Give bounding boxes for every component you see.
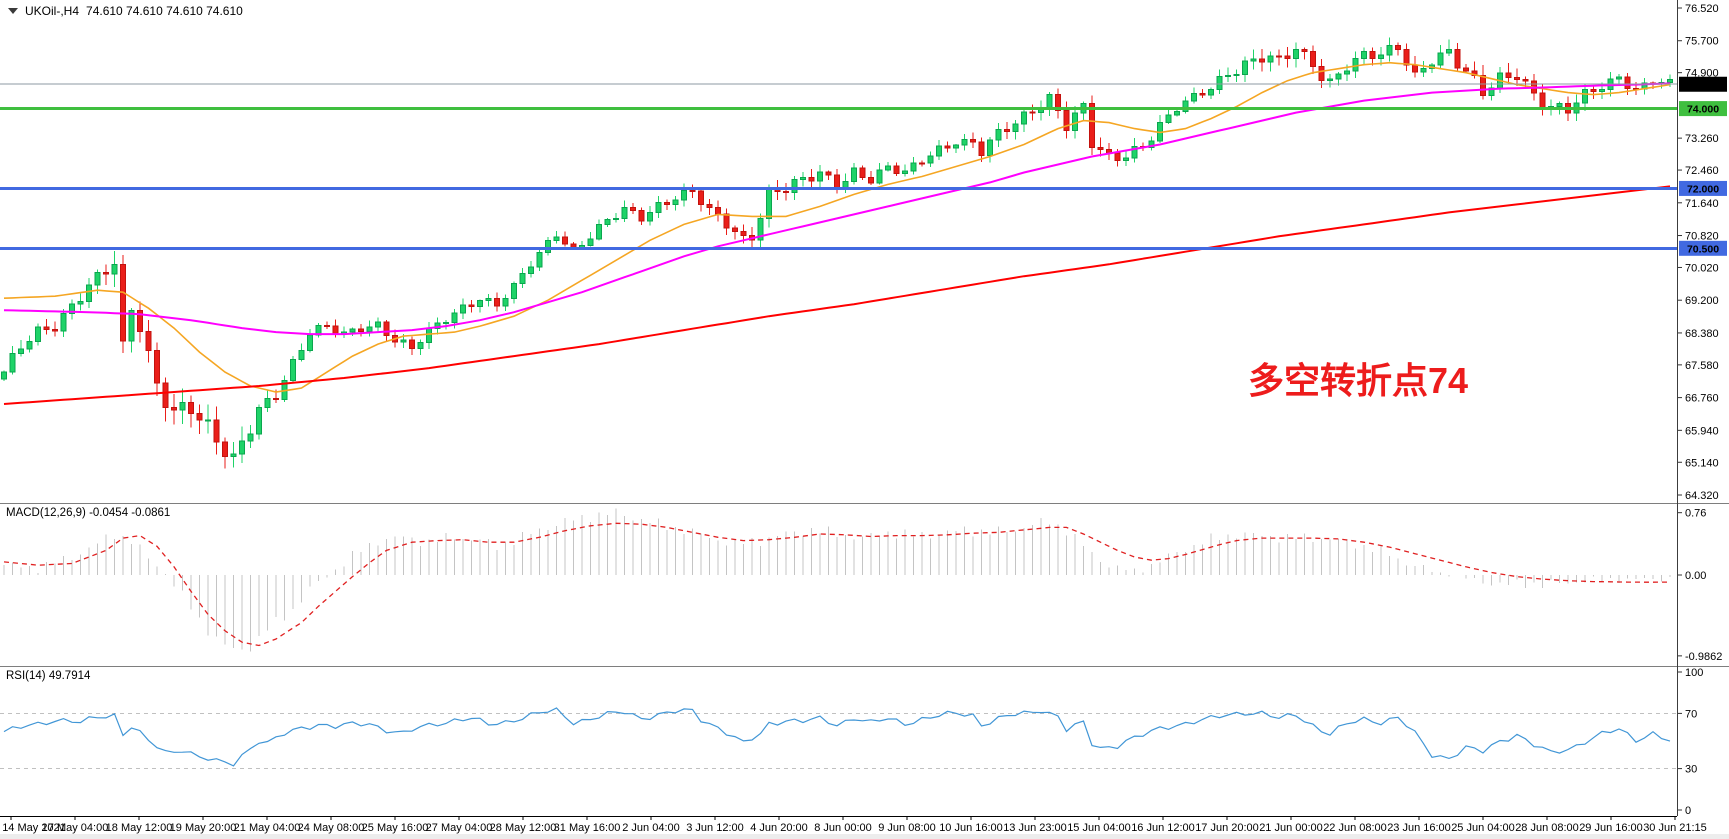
panel-separator-macd[interactable] — [0, 503, 1729, 504]
svg-text:70.020: 70.020 — [1685, 262, 1719, 274]
svg-text:10 Jun 16:00: 10 Jun 16:00 — [939, 822, 1003, 834]
svg-text:66.760: 66.760 — [1685, 393, 1719, 405]
time-scale-area[interactable] — [0, 817, 1677, 833]
svg-text:72.460: 72.460 — [1685, 165, 1719, 177]
svg-text:19 May 20:00: 19 May 20:00 — [170, 822, 237, 834]
svg-text:29 Jun 16:00: 29 Jun 16:00 — [1579, 822, 1643, 834]
svg-text:0.00: 0.00 — [1685, 570, 1706, 582]
svg-text:68.380: 68.380 — [1685, 328, 1719, 340]
svg-text:17 Jun 20:00: 17 Jun 20:00 — [1195, 822, 1259, 834]
svg-text:25 Jun 04:00: 25 Jun 04:00 — [1451, 822, 1515, 834]
svg-text:74.000: 74.000 — [1687, 104, 1719, 116]
svg-text:4 Jun 20:00: 4 Jun 20:00 — [750, 822, 808, 834]
rsi-label: RSI(14) 49.7914 — [6, 670, 91, 682]
svg-text:28 May 12:00: 28 May 12:00 — [490, 822, 557, 834]
svg-text:0: 0 — [1685, 805, 1691, 816]
svg-text:2 Jun 04:00: 2 Jun 04:00 — [622, 822, 680, 834]
price-scale-area[interactable] — [1678, 0, 1729, 816]
svg-text:17 May 04:00: 17 May 04:00 — [42, 822, 109, 834]
svg-text:28 Jun 08:00: 28 Jun 08:00 — [1515, 822, 1579, 834]
panel-separator-rsi[interactable] — [0, 666, 1729, 667]
svg-text:14 May 2021: 14 May 2021 — [2, 822, 66, 834]
svg-text:23 Jun 16:00: 23 Jun 16:00 — [1387, 822, 1451, 834]
svg-text:8 Jun 00:00: 8 Jun 00:00 — [814, 822, 872, 834]
symbol-title-bar: UKOil-,H4 74.610 74.610 74.610 74.610 — [8, 4, 243, 18]
svg-text:72.000: 72.000 — [1687, 183, 1719, 195]
svg-text:74.900: 74.900 — [1685, 68, 1719, 80]
svg-text:30: 30 — [1685, 764, 1697, 776]
svg-text:22 Jun 08:00: 22 Jun 08:00 — [1323, 822, 1387, 834]
macd-label: MACD(12,26,9) -0.0454 -0.0861 — [6, 507, 171, 519]
svg-text:18 May 12:00: 18 May 12:00 — [106, 822, 173, 834]
svg-text:65.940: 65.940 — [1685, 425, 1719, 437]
svg-text:24 May 08:00: 24 May 08:00 — [298, 822, 365, 834]
svg-text:67.580: 67.580 — [1685, 360, 1719, 372]
main-price-chart[interactable]: 76.520 75.700 74.900 73.260 72.460 71.640 70.8… — [0, 0, 1729, 504]
chart-annotation-text: 多空转折点74 — [1248, 360, 1469, 401]
svg-text:16 Jun 12:00: 16 Jun 12:00 — [1131, 822, 1195, 834]
price-axis-line — [1677, 0, 1678, 816]
svg-text:31 May 16:00: 31 May 16:00 — [554, 822, 621, 834]
svg-text:3 Jun 12:00: 3 Jun 12:00 — [686, 822, 744, 834]
ohlc-quotes-label: 74.610 74.610 74.610 74.610 — [86, 4, 243, 18]
macd-indicator-panel[interactable]: 0.76 0.00 -0.9862 — [0, 504, 1729, 666]
svg-text:27 May 04:00: 27 May 04:00 — [426, 822, 493, 834]
collapse-chevron-icon[interactable] — [8, 8, 18, 14]
rsi-indicator-panel[interactable]: 100 70 30 0 — [0, 667, 1729, 816]
svg-text:21 Jun 00:00: 21 Jun 00:00 — [1259, 822, 1323, 834]
svg-text:0.76: 0.76 — [1685, 508, 1706, 520]
svg-text:74.610: 74.610 — [1687, 79, 1719, 91]
svg-text:64.320: 64.320 — [1685, 490, 1719, 502]
svg-text:21 May 04:00: 21 May 04:00 — [234, 822, 301, 834]
svg-text:76.520: 76.520 — [1685, 3, 1719, 15]
svg-text:71.640: 71.640 — [1685, 198, 1719, 210]
svg-text:70: 70 — [1685, 708, 1697, 720]
svg-text:65.140: 65.140 — [1685, 457, 1719, 469]
svg-text:69.200: 69.200 — [1685, 295, 1719, 307]
svg-text:13 Jun 23:00: 13 Jun 23:00 — [1003, 822, 1067, 834]
svg-text:30 Jun 21:15: 30 Jun 21:15 — [1643, 822, 1707, 834]
svg-text:25 May 16:00: 25 May 16:00 — [362, 822, 429, 834]
svg-text:100: 100 — [1685, 667, 1703, 679]
svg-text:75.700: 75.700 — [1685, 36, 1719, 48]
svg-text:70.500: 70.500 — [1687, 243, 1719, 255]
svg-text:-0.9862: -0.9862 — [1685, 651, 1722, 663]
svg-text:70.820: 70.820 — [1685, 231, 1719, 243]
svg-text:9 Jun 08:00: 9 Jun 08:00 — [878, 822, 936, 834]
svg-text:73.260: 73.260 — [1685, 133, 1719, 145]
symbol-timeframe-label: UKOil-,H4 — [25, 4, 80, 18]
svg-text:15 Jun 04:00: 15 Jun 04:00 — [1067, 822, 1131, 834]
